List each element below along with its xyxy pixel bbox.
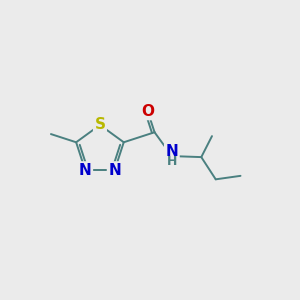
Text: N: N — [166, 144, 178, 159]
Text: O: O — [141, 104, 154, 119]
Text: N: N — [108, 163, 121, 178]
Text: H: H — [167, 155, 177, 168]
Text: N: N — [79, 163, 92, 178]
Text: S: S — [94, 118, 105, 133]
